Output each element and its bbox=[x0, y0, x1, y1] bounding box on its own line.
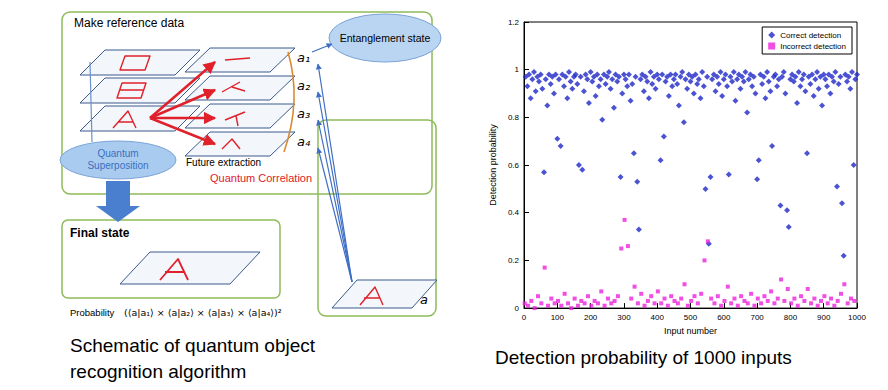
svg-text:Correct detection: Correct detection bbox=[780, 31, 841, 40]
svg-text:Detection probability: Detection probability bbox=[488, 124, 498, 206]
svg-text:500: 500 bbox=[684, 313, 698, 322]
svg-text:0: 0 bbox=[522, 313, 527, 322]
svg-text:600: 600 bbox=[717, 313, 731, 322]
svg-text:1000: 1000 bbox=[848, 313, 866, 322]
svg-text:a₄: a₄ bbox=[297, 134, 311, 149]
svg-text:0.6: 0.6 bbox=[508, 161, 520, 170]
svg-text:400: 400 bbox=[651, 313, 665, 322]
svg-text:200: 200 bbox=[584, 313, 598, 322]
svg-text:0: 0 bbox=[515, 304, 520, 313]
svg-text:Entanglement state: Entanglement state bbox=[340, 32, 431, 44]
svg-text:recognition algorithm: recognition algorithm bbox=[70, 361, 246, 382]
svg-text:a: a bbox=[420, 292, 428, 307]
svg-text:0.4: 0.4 bbox=[508, 208, 520, 217]
svg-text:Schematic of quantum object: Schematic of quantum object bbox=[70, 335, 316, 356]
svg-text:Final state: Final state bbox=[70, 226, 130, 240]
svg-text:Input number: Input number bbox=[664, 326, 717, 336]
svg-text:0.2: 0.2 bbox=[508, 256, 520, 265]
svg-text:(⟨a|a₁⟩ × ⟨a|a₂⟩ × ⟨a|a₃⟩ × ⟨a: (⟨a|a₁⟩ × ⟨a|a₂⟩ × ⟨a|a₃⟩ × ⟨a|a₄⟩)² bbox=[124, 307, 282, 318]
svg-text:1: 1 bbox=[515, 65, 520, 74]
svg-text:Probability: Probability bbox=[70, 307, 115, 318]
svg-text:700: 700 bbox=[750, 313, 764, 322]
svg-text:Quantum: Quantum bbox=[97, 148, 138, 159]
svg-text:Detection probability of 1000: Detection probability of 1000 inputs bbox=[495, 347, 792, 368]
svg-text:Future extraction: Future extraction bbox=[186, 157, 261, 168]
svg-text:a₂: a₂ bbox=[297, 78, 310, 93]
svg-text:a₁: a₁ bbox=[297, 50, 310, 65]
svg-text:Quantum Correlation: Quantum Correlation bbox=[210, 172, 312, 184]
svg-text:Superposition: Superposition bbox=[87, 160, 148, 171]
svg-text:100: 100 bbox=[551, 313, 565, 322]
svg-text:300: 300 bbox=[617, 313, 631, 322]
svg-text:Incorrect detection: Incorrect detection bbox=[780, 42, 846, 51]
svg-text:1.2: 1.2 bbox=[508, 18, 520, 27]
svg-text:0.8: 0.8 bbox=[508, 113, 520, 122]
svg-text:a₃: a₃ bbox=[297, 106, 310, 121]
svg-text:Make reference data: Make reference data bbox=[74, 16, 184, 30]
svg-text:800: 800 bbox=[784, 313, 798, 322]
svg-text:900: 900 bbox=[817, 313, 831, 322]
